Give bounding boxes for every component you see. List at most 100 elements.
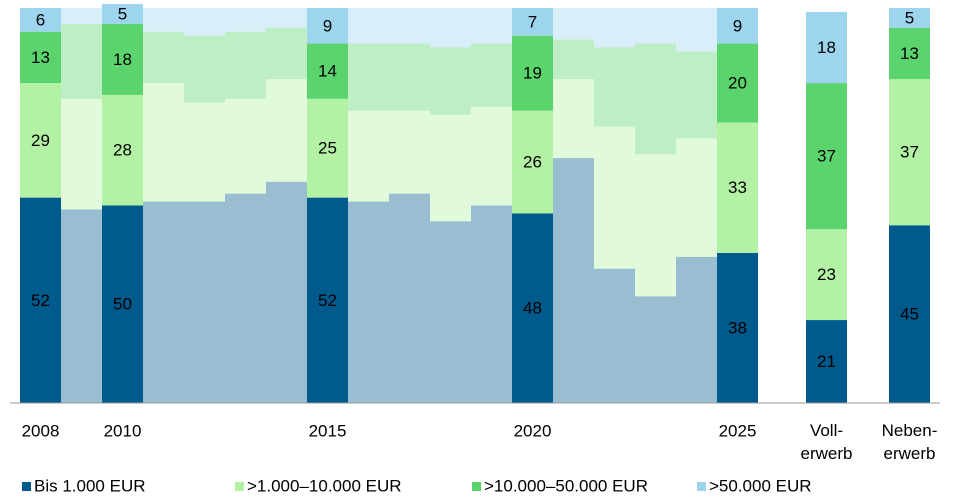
value-label: 7 xyxy=(528,12,537,31)
value-label: 52 xyxy=(31,291,50,310)
bar-segment xyxy=(20,8,61,32)
bar-segment xyxy=(61,98,102,210)
bar-segment xyxy=(635,43,676,155)
value-label: 23 xyxy=(817,265,836,284)
bar-segment xyxy=(266,8,307,28)
bar-segment xyxy=(61,209,102,403)
bar-segment xyxy=(143,201,184,403)
bar-segment xyxy=(717,252,758,403)
value-label: 9 xyxy=(733,16,742,35)
bar-segment xyxy=(471,205,512,403)
value-label: 14 xyxy=(318,62,337,81)
bar-segment xyxy=(430,8,471,48)
bar-segment xyxy=(20,83,61,198)
value-label: 6 xyxy=(36,10,45,29)
bar-segment xyxy=(553,39,594,80)
bar-segment xyxy=(512,35,553,111)
bar-segment xyxy=(594,47,635,127)
value-label: 5 xyxy=(118,4,127,23)
bar-segment xyxy=(676,8,717,52)
value-label: 33 xyxy=(728,178,747,197)
legend-label: >1.000–10.000 EUR xyxy=(247,476,402,495)
bar-segment xyxy=(102,205,143,403)
bar-segment xyxy=(889,225,930,403)
bar-segment xyxy=(889,27,930,80)
legend-swatch xyxy=(697,482,706,491)
bar-segment xyxy=(471,8,512,44)
bar-segment xyxy=(389,110,430,194)
bar-segment xyxy=(635,296,676,403)
bar-segment xyxy=(389,8,430,44)
bar-segment xyxy=(348,201,389,403)
bar-segment xyxy=(889,79,930,226)
legend-label: >50.000 EUR xyxy=(709,476,812,495)
bar-segment xyxy=(225,8,266,32)
bar-segment xyxy=(266,27,307,80)
value-label: 20 xyxy=(728,74,747,93)
bar-segment xyxy=(471,43,512,107)
bar-segment xyxy=(635,154,676,297)
bar-segment xyxy=(184,201,225,403)
bar-segment xyxy=(430,114,471,222)
bar-segment xyxy=(307,98,348,198)
value-label: 37 xyxy=(900,143,919,162)
x-tick-label: 2008 xyxy=(22,421,60,440)
bar-segment xyxy=(184,102,225,202)
value-label: 37 xyxy=(817,147,836,166)
bar-segment xyxy=(806,83,847,230)
bar-segment xyxy=(594,268,635,403)
bar-segment xyxy=(102,23,143,95)
bar-segment xyxy=(143,31,184,84)
bar-segment xyxy=(430,221,471,403)
bar-segment xyxy=(225,98,266,194)
value-label: 18 xyxy=(817,38,836,57)
x-tick-label: 2020 xyxy=(514,421,552,440)
value-label: 18 xyxy=(113,50,132,69)
value-label: 48 xyxy=(523,299,542,318)
bar-segment xyxy=(512,8,553,36)
bar-segment xyxy=(184,8,225,36)
legend-swatch xyxy=(22,482,31,491)
legend-swatch xyxy=(235,482,244,491)
bar-segment xyxy=(676,138,717,257)
bar-segment xyxy=(717,43,758,123)
x-tick-label: Neben-erwerb xyxy=(882,421,938,463)
legend-label: >10.000–50.000 EUR xyxy=(484,476,648,495)
bar-segment xyxy=(553,158,594,403)
bar-segment xyxy=(512,110,553,214)
bar-segment xyxy=(307,43,348,99)
x-tick-label: 2025 xyxy=(719,421,757,440)
bar-segment xyxy=(676,51,717,139)
value-label: 25 xyxy=(318,139,337,158)
bar-segment xyxy=(389,193,430,403)
bar-segment xyxy=(143,8,184,32)
value-label: 45 xyxy=(900,305,919,324)
bar-segment xyxy=(512,213,553,403)
bar-segment xyxy=(594,8,635,48)
bar-segment xyxy=(430,47,471,115)
value-label: 5 xyxy=(905,8,914,27)
bar-segment xyxy=(594,126,635,269)
value-label: 28 xyxy=(113,141,132,160)
bar-segment xyxy=(471,106,512,206)
bar-segment xyxy=(717,122,758,253)
value-label: 13 xyxy=(31,48,50,67)
bar-segment xyxy=(102,94,143,206)
bar-segment xyxy=(307,8,348,44)
bar-segment xyxy=(806,11,847,84)
x-tick-label: Voll-erwerb xyxy=(801,421,853,463)
value-label: 50 xyxy=(113,295,132,314)
bar-segment xyxy=(676,256,717,403)
bar-segment xyxy=(307,197,348,403)
bar-segment xyxy=(348,8,389,44)
value-label: 13 xyxy=(900,44,919,63)
value-label: 9 xyxy=(323,16,332,35)
bar-segment xyxy=(889,8,930,28)
bar-segment xyxy=(102,4,143,24)
bar-segment xyxy=(143,83,184,202)
bar-segment xyxy=(61,23,102,99)
value-label: 19 xyxy=(523,64,542,83)
bar-segment xyxy=(717,8,758,44)
bar-segment xyxy=(184,35,225,103)
